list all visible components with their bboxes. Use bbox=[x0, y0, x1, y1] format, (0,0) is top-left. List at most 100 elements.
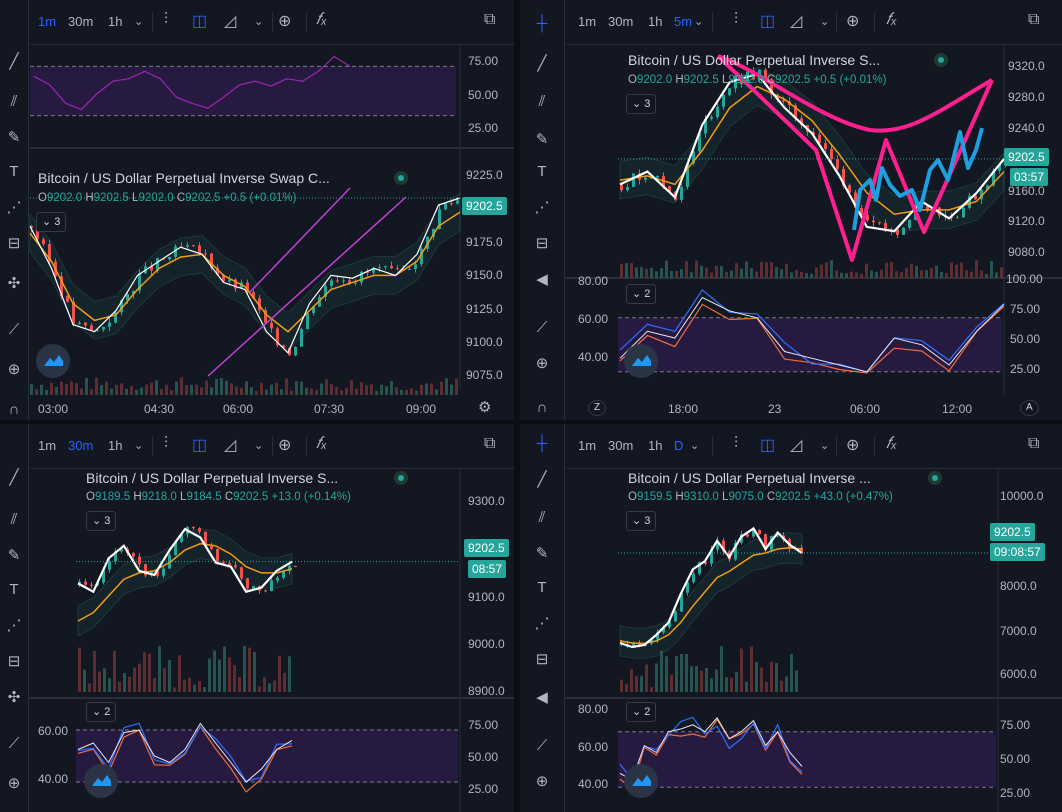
settings-gear-icon[interactable]: ⚙ bbox=[478, 399, 492, 416]
candles-icon[interactable]: ◫ bbox=[192, 13, 208, 30]
tf-30m-button[interactable]: 30m bbox=[608, 14, 634, 29]
pattern-icon[interactable]: ⋰ bbox=[534, 615, 550, 632]
indicators-toggle[interactable]: ⌄ 3 bbox=[86, 511, 117, 531]
fullscreen-icon[interactable]: ⧉ bbox=[484, 11, 496, 28]
add-indicator-icon[interactable]: ⊕ bbox=[278, 13, 292, 30]
symbol-title[interactable]: Bitcoin / US Dollar Perpetual Inverse S.… bbox=[86, 470, 339, 486]
chevron-down-icon[interactable]: ⌄ bbox=[820, 16, 830, 28]
tf-30m-button[interactable]: 30m bbox=[68, 14, 94, 29]
magnet-icon[interactable]: ∩ bbox=[8, 401, 20, 418]
crosshair-icon[interactable]: ┼ bbox=[536, 15, 548, 32]
fib-icon[interactable]: ⫽ bbox=[10, 93, 18, 110]
fib-icon[interactable]: ⫽ bbox=[10, 511, 18, 528]
text-icon[interactable]: T bbox=[9, 581, 19, 598]
brush-icon[interactable]: ✎ bbox=[7, 129, 21, 146]
trend-line-icon[interactable]: ╱ bbox=[9, 469, 19, 486]
zoom-icon[interactable]: ⊕ bbox=[7, 361, 21, 378]
tf-1h-button[interactable]: 1h bbox=[648, 14, 663, 29]
add-indicator-icon[interactable]: ⊕ bbox=[846, 13, 860, 30]
area-style-icon[interactable]: ◿ bbox=[224, 13, 237, 30]
arrow-icon[interactable]: ✣ bbox=[7, 275, 21, 292]
chevron-down-icon[interactable]: ⌄ bbox=[254, 440, 264, 452]
bar-style-icon[interactable]: ⫶ bbox=[164, 435, 169, 452]
fullscreen-icon[interactable]: ⧉ bbox=[484, 435, 496, 452]
chart-top-left[interactable] bbox=[0, 0, 514, 420]
area-style-icon[interactable]: ◿ bbox=[790, 437, 803, 454]
chevron-down-icon[interactable]: ⌄ bbox=[690, 440, 700, 452]
text-icon[interactable]: T bbox=[537, 579, 547, 596]
bar-style-icon[interactable]: ⫶ bbox=[164, 11, 169, 28]
tf-D-button[interactable]: D bbox=[674, 438, 684, 453]
tf-1m-button[interactable]: 1m bbox=[38, 14, 57, 29]
indicators-toggle[interactable]: ⌄ 3 bbox=[626, 94, 657, 114]
arrow-icon[interactable]: ✣ bbox=[7, 689, 21, 706]
chevron-down-icon[interactable]: ⌄ bbox=[134, 16, 144, 28]
rsi-toggle[interactable]: ⌄ 2 bbox=[86, 702, 117, 722]
fib-icon[interactable]: ⫽ bbox=[538, 93, 546, 110]
zoom-icon[interactable]: ⊕ bbox=[535, 355, 549, 372]
ruler-icon[interactable]: ⟋ bbox=[8, 735, 20, 752]
tf-1h-button[interactable]: 1h bbox=[648, 438, 663, 453]
layout-divider-horizontal[interactable] bbox=[0, 420, 1062, 424]
chevron-down-icon[interactable]: ⌄ bbox=[694, 16, 704, 28]
symbol-title[interactable]: Bitcoin / US Dollar Perpetual Inverse ..… bbox=[628, 470, 871, 486]
ruler-icon[interactable]: ⟋ bbox=[536, 319, 548, 336]
trend-line-icon[interactable]: ╱ bbox=[9, 53, 19, 70]
chevron-down-icon[interactable]: ⌄ bbox=[254, 16, 264, 28]
pattern-icon[interactable]: ⋰ bbox=[6, 199, 22, 216]
tf-1m-button[interactable]: 1m bbox=[38, 438, 57, 453]
add-indicator-icon[interactable]: ⊕ bbox=[278, 437, 292, 454]
chevron-down-icon[interactable]: ⌄ bbox=[134, 440, 144, 452]
pattern-icon[interactable]: ⋰ bbox=[6, 617, 22, 634]
auto-scale-button[interactable]: A bbox=[1020, 400, 1039, 416]
area-style-icon[interactable]: ◿ bbox=[790, 13, 803, 30]
fx-indicators-icon[interactable]: 𝑓ₓ bbox=[886, 11, 898, 28]
fib-icon[interactable]: ⫽ bbox=[538, 509, 546, 526]
prediction-icon[interactable]: ⊟ bbox=[535, 235, 549, 252]
crosshair-icon[interactable]: ┼ bbox=[536, 435, 548, 452]
prediction-icon[interactable]: ⊟ bbox=[535, 651, 549, 668]
fx-indicators-icon[interactable]: 𝑓ₓ bbox=[886, 435, 898, 452]
fx-indicators-icon[interactable]: 𝑓ₓ bbox=[316, 11, 328, 28]
fx-indicators-icon[interactable]: 𝑓ₓ bbox=[316, 435, 328, 452]
candles-icon[interactable]: ◫ bbox=[192, 437, 208, 454]
symbol-title[interactable]: Bitcoin / US Dollar Perpetual Inverse S.… bbox=[628, 52, 881, 68]
fullscreen-icon[interactable]: ⧉ bbox=[1028, 11, 1040, 28]
back-arrow-icon[interactable]: ◀ bbox=[536, 271, 548, 288]
bar-style-icon[interactable]: ⫶ bbox=[734, 435, 739, 452]
rsi-toggle[interactable]: ⌄ 2 bbox=[626, 284, 657, 304]
brush-icon[interactable]: ✎ bbox=[7, 547, 21, 564]
prediction-icon[interactable]: ⊟ bbox=[7, 653, 21, 670]
tf-30m-button[interactable]: 30m bbox=[608, 438, 634, 453]
tf-1h-button[interactable]: 1h bbox=[108, 14, 123, 29]
layout-divider-vertical[interactable] bbox=[514, 0, 520, 812]
trend-line-icon[interactable]: ╱ bbox=[537, 55, 547, 72]
fullscreen-icon[interactable]: ⧉ bbox=[1028, 435, 1040, 452]
indicators-toggle[interactable]: ⌄ 3 bbox=[36, 212, 67, 232]
chevron-down-icon[interactable]: ⌄ bbox=[820, 440, 830, 452]
candles-icon[interactable]: ◫ bbox=[760, 437, 776, 454]
tf-1h-button[interactable]: 1h bbox=[108, 438, 123, 453]
rsi-toggle[interactable]: ⌄ 2 bbox=[626, 702, 657, 722]
tf-1m-button[interactable]: 1m bbox=[578, 438, 597, 453]
indicators-toggle[interactable]: ⌄ 3 bbox=[626, 511, 657, 531]
brush-icon[interactable]: ✎ bbox=[535, 131, 549, 148]
log-scale-button[interactable]: Z bbox=[588, 400, 607, 416]
ruler-icon[interactable]: ⟋ bbox=[536, 737, 548, 754]
zoom-icon[interactable]: ⊕ bbox=[535, 773, 549, 790]
trend-line-icon[interactable]: ╱ bbox=[537, 471, 547, 488]
candles-icon[interactable]: ◫ bbox=[760, 13, 776, 30]
zoom-icon[interactable]: ⊕ bbox=[7, 775, 21, 792]
tf-5m-button[interactable]: 5m bbox=[674, 14, 693, 29]
tf-1m-button[interactable]: 1m bbox=[578, 14, 597, 29]
magnet-icon[interactable]: ∩ bbox=[536, 399, 548, 416]
text-icon[interactable]: T bbox=[9, 163, 19, 180]
back-arrow-icon[interactable]: ◀ bbox=[536, 689, 548, 706]
add-indicator-icon[interactable]: ⊕ bbox=[846, 437, 860, 454]
pattern-icon[interactable]: ⋰ bbox=[534, 199, 550, 216]
text-icon[interactable]: T bbox=[537, 163, 547, 180]
prediction-icon[interactable]: ⊟ bbox=[7, 235, 21, 252]
ruler-icon[interactable]: ⟋ bbox=[8, 321, 20, 338]
brush-icon[interactable]: ✎ bbox=[535, 545, 549, 562]
bar-style-icon[interactable]: ⫶ bbox=[734, 11, 739, 28]
